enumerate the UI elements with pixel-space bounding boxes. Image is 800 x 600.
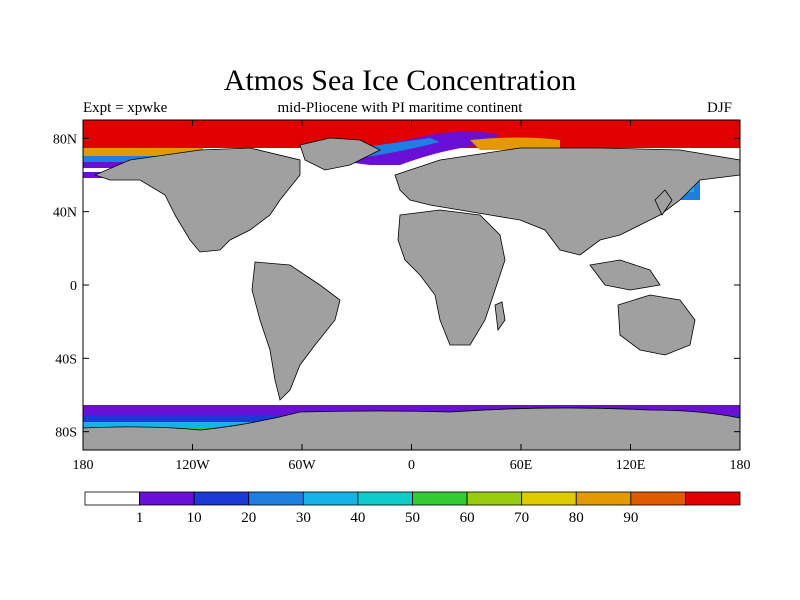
colorbar-swatch <box>412 491 468 506</box>
colorbar-swatch <box>466 491 523 506</box>
madagascar <box>494 301 506 332</box>
y-tick-label: 80S <box>55 426 77 441</box>
colorbar-swatch <box>302 491 359 506</box>
y-tick-label: 0 <box>70 279 77 294</box>
colorbar-swatch <box>84 491 140 506</box>
chart-subtitle: mid-Pliocene with PI maritime continent <box>277 100 523 116</box>
x-tick-label: 120W <box>175 458 210 473</box>
colorbar-swatch <box>575 491 632 506</box>
greenland <box>299 137 381 171</box>
antarctica <box>82 407 741 451</box>
north-america <box>93 147 301 253</box>
colorbar-label: 10 <box>187 510 202 526</box>
colorbar-label: 1 <box>136 510 144 526</box>
colorbar-label: 60 <box>460 510 475 526</box>
x-tick-label: 60E <box>510 458 533 473</box>
colorbar-swatch <box>630 491 686 506</box>
experiment-label: Expt = xpwke <box>83 100 168 116</box>
y-tick-label: 40S <box>55 352 77 367</box>
x-tick-label: 0 <box>408 458 415 473</box>
x-tick-label: 120E <box>616 458 646 473</box>
colorbar-label: 40 <box>350 510 365 526</box>
land-masses <box>82 137 741 451</box>
africa <box>397 209 506 346</box>
season-label: DJF <box>706 100 732 116</box>
australia <box>617 294 696 356</box>
x-axis: 180 120W 60W 0 60E 120E 180 <box>73 120 751 473</box>
maritime-continent <box>589 259 661 291</box>
x-tick-label: 180 <box>730 458 751 473</box>
colorbar-label: 70 <box>514 510 529 526</box>
colorbar-swatch <box>248 491 304 506</box>
chart-title: Atmos Sea Ice Concentration <box>223 64 577 97</box>
colorbar-label: 90 <box>623 510 638 526</box>
x-tick-label: 180 <box>73 458 94 473</box>
colorbar-swatch <box>139 491 195 506</box>
x-tick-label: 60W <box>288 458 316 473</box>
colorbar-swatch <box>357 491 413 506</box>
y-tick-label: 40N <box>53 206 77 221</box>
colorbar-label: 50 <box>405 510 420 526</box>
colorbar-swatch <box>193 491 250 506</box>
y-axis: 80N 40N 0 40S 80S <box>53 132 740 441</box>
colorbar-label: 80 <box>569 510 584 526</box>
y-tick-label: 80N <box>53 132 77 147</box>
map-panel <box>82 119 741 451</box>
colorbar-swatch <box>685 491 741 506</box>
colorbar-swatch <box>521 491 577 506</box>
south-america <box>251 261 341 401</box>
colorbar-label: 20 <box>241 510 256 526</box>
japan <box>654 189 673 216</box>
colorbar-label: 30 <box>296 510 311 526</box>
colorbar: 1 10 20 30 40 50 60 70 80 90 <box>84 491 741 526</box>
europe-asia <box>394 147 741 256</box>
